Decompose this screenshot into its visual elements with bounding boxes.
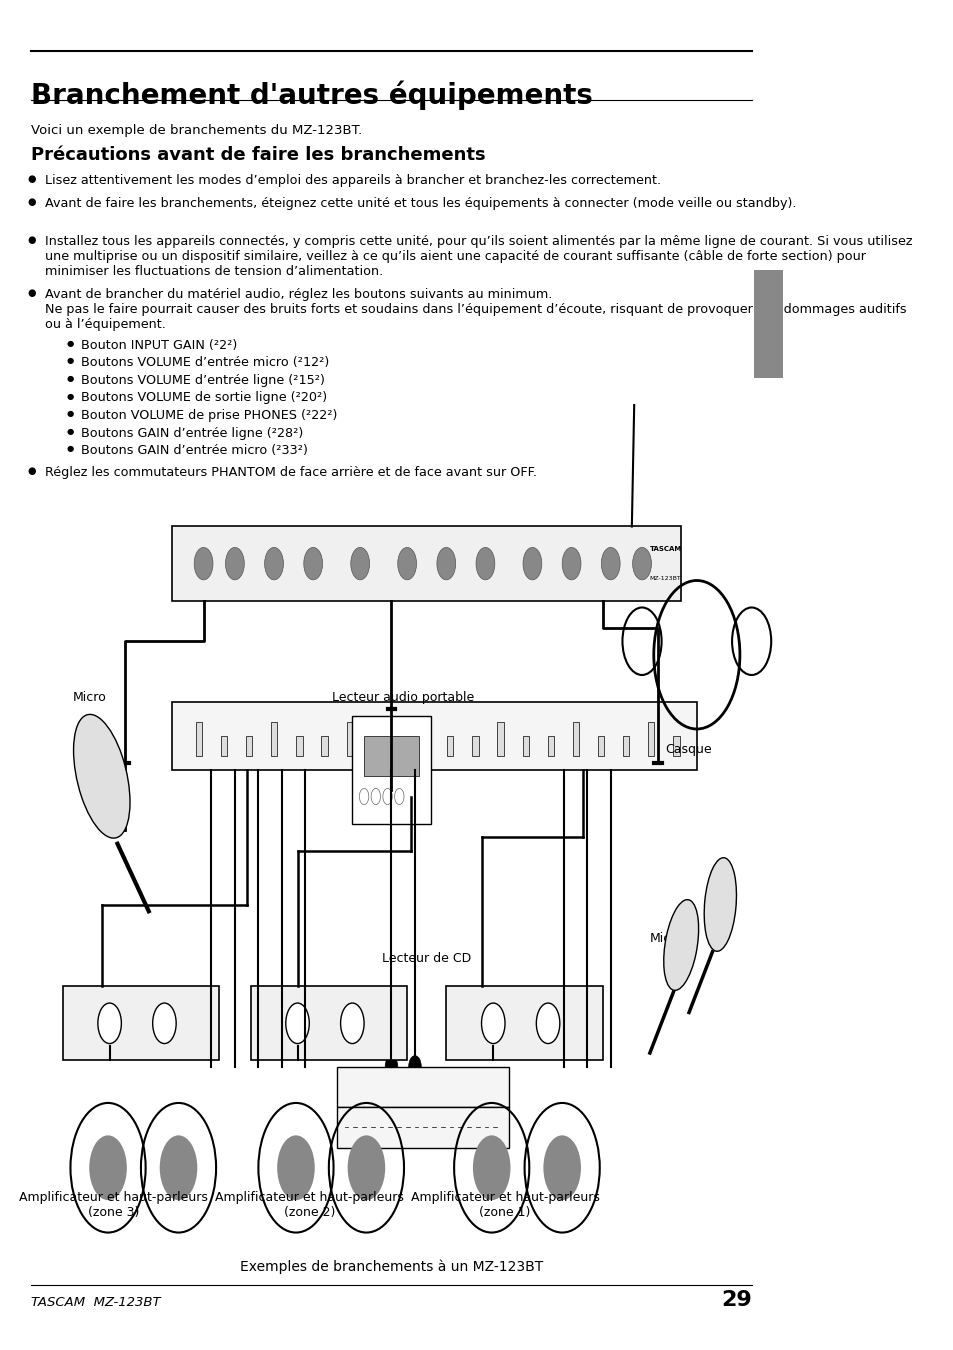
Text: 29: 29 (720, 1289, 751, 1310)
Text: Boutons VOLUME d’entrée ligne (²15²): Boutons VOLUME d’entrée ligne (²15²) (81, 374, 324, 387)
Text: TASCAM  MZ-123BT: TASCAM MZ-123BT (31, 1296, 161, 1310)
Circle shape (351, 548, 369, 580)
Bar (497, 722, 503, 756)
Text: Réglez les commutateurs PHANTOM de face arrière et de face avant sur OFF.: Réglez les commutateurs PHANTOM de face … (46, 466, 537, 479)
Text: ●: ● (67, 374, 73, 383)
Circle shape (347, 1135, 385, 1200)
Bar (336, 1066, 508, 1107)
Text: Branchement d'autres équipements: Branchement d'autres équipements (31, 81, 593, 111)
Bar (647, 722, 654, 756)
Text: Précautions avant de faire les branchements: Précautions avant de faire les brancheme… (31, 146, 485, 163)
Text: Amplificateur et haut-parleurs
(zone 1): Amplificateur et haut-parleurs (zone 1) (410, 1191, 598, 1219)
Text: Boutons VOLUME d’entrée micro (²12²): Boutons VOLUME d’entrée micro (²12²) (81, 356, 329, 370)
Circle shape (561, 548, 580, 580)
Bar (753, 270, 782, 378)
Bar (396, 736, 403, 756)
Bar (221, 736, 227, 756)
Bar (673, 736, 679, 756)
Circle shape (225, 548, 244, 580)
Text: Casque: Casque (665, 743, 712, 756)
Text: ●: ● (28, 466, 36, 475)
Ellipse shape (663, 899, 698, 991)
Text: ●: ● (28, 288, 36, 297)
Circle shape (385, 1056, 397, 1077)
Circle shape (632, 548, 651, 580)
Circle shape (90, 1135, 127, 1200)
Bar (598, 736, 603, 756)
Text: TASCAM: TASCAM (649, 545, 681, 552)
Circle shape (159, 1135, 197, 1200)
Text: ●: ● (67, 444, 73, 454)
Text: Voici un exemple de branchements du MZ-123BT.: Voici un exemple de branchements du MZ-1… (31, 124, 362, 138)
Bar (321, 736, 327, 756)
Text: ●: ● (67, 356, 73, 366)
Bar (172, 526, 680, 601)
Circle shape (340, 1003, 364, 1044)
Text: Exemples de branchements à un MZ-123BT: Exemples de branchements à un MZ-123BT (239, 1260, 542, 1274)
Ellipse shape (703, 857, 736, 952)
Text: MZ-123BT: MZ-123BT (649, 576, 680, 580)
Text: ●: ● (28, 197, 36, 207)
Bar (364, 736, 418, 776)
Bar (421, 722, 428, 756)
Text: ●: ● (28, 174, 36, 184)
Circle shape (473, 1135, 510, 1200)
Circle shape (98, 1003, 121, 1044)
Circle shape (194, 548, 213, 580)
Bar (251, 986, 407, 1060)
Bar (446, 986, 602, 1060)
Circle shape (264, 548, 283, 580)
Text: Installez tous les appareils connectés, y compris cette unité, pour qu’ils soien: Installez tous les appareils connectés, … (46, 235, 912, 278)
Circle shape (408, 1056, 421, 1077)
Bar (572, 722, 578, 756)
Circle shape (436, 548, 456, 580)
Text: ●: ● (67, 409, 73, 418)
Circle shape (303, 548, 322, 580)
Text: Amplificateur et haut-parleurs
(zone 3): Amplificateur et haut-parleurs (zone 3) (19, 1191, 208, 1219)
Circle shape (397, 548, 416, 580)
Bar (547, 736, 554, 756)
Circle shape (600, 548, 619, 580)
Ellipse shape (73, 714, 130, 838)
Bar (336, 1107, 508, 1148)
Circle shape (152, 1003, 176, 1044)
Text: Boutons VOLUME de sortie ligne (²20²): Boutons VOLUME de sortie ligne (²20²) (81, 392, 327, 405)
Circle shape (522, 548, 541, 580)
Bar (447, 736, 453, 756)
Text: Boutons GAIN d’entrée micro (²33²): Boutons GAIN d’entrée micro (²33²) (81, 444, 307, 458)
Bar (522, 736, 528, 756)
Text: Lecteur audio portable: Lecteur audio portable (332, 691, 474, 705)
Text: ●: ● (67, 427, 73, 436)
Text: Amplificateur et haut-parleurs
(zone 2): Amplificateur et haut-parleurs (zone 2) (214, 1191, 403, 1219)
Text: Boutons GAIN d’entrée ligne (²28²): Boutons GAIN d’entrée ligne (²28²) (81, 427, 303, 440)
Bar (246, 736, 252, 756)
Circle shape (476, 548, 495, 580)
Text: Bouton VOLUME de prise PHONES (²22²): Bouton VOLUME de prise PHONES (²22²) (81, 409, 336, 423)
Text: ●: ● (67, 392, 73, 401)
Text: Micro: Micro (73, 691, 107, 705)
Circle shape (481, 1003, 504, 1044)
Text: ●: ● (67, 339, 73, 348)
Text: Avant de brancher du matériel audio, réglez les boutons suivants au minimum.
Ne : Avant de brancher du matériel audio, rég… (46, 288, 906, 331)
Bar (195, 722, 202, 756)
FancyBboxPatch shape (352, 716, 430, 824)
Bar (346, 722, 353, 756)
Circle shape (277, 1135, 314, 1200)
Circle shape (543, 1135, 580, 1200)
Bar (472, 736, 478, 756)
Bar (271, 722, 277, 756)
Bar (372, 736, 377, 756)
Bar (63, 986, 219, 1060)
Bar (296, 736, 302, 756)
Text: Lisez attentivement les modes d’emploi des appareils à brancher et branchez-les : Lisez attentivement les modes d’emploi d… (46, 174, 660, 188)
Text: Lecteur de CD: Lecteur de CD (382, 952, 471, 965)
Text: Avant de faire les branchements, éteignez cette unité et tous les équipements à : Avant de faire les branchements, éteigne… (46, 197, 796, 211)
Bar (172, 702, 696, 769)
Text: Bouton INPUT GAIN (²2²): Bouton INPUT GAIN (²2²) (81, 339, 236, 352)
Bar (622, 736, 629, 756)
Circle shape (536, 1003, 559, 1044)
Text: ●: ● (28, 235, 36, 244)
Circle shape (286, 1003, 309, 1044)
Text: Micros: Micros (649, 931, 689, 945)
